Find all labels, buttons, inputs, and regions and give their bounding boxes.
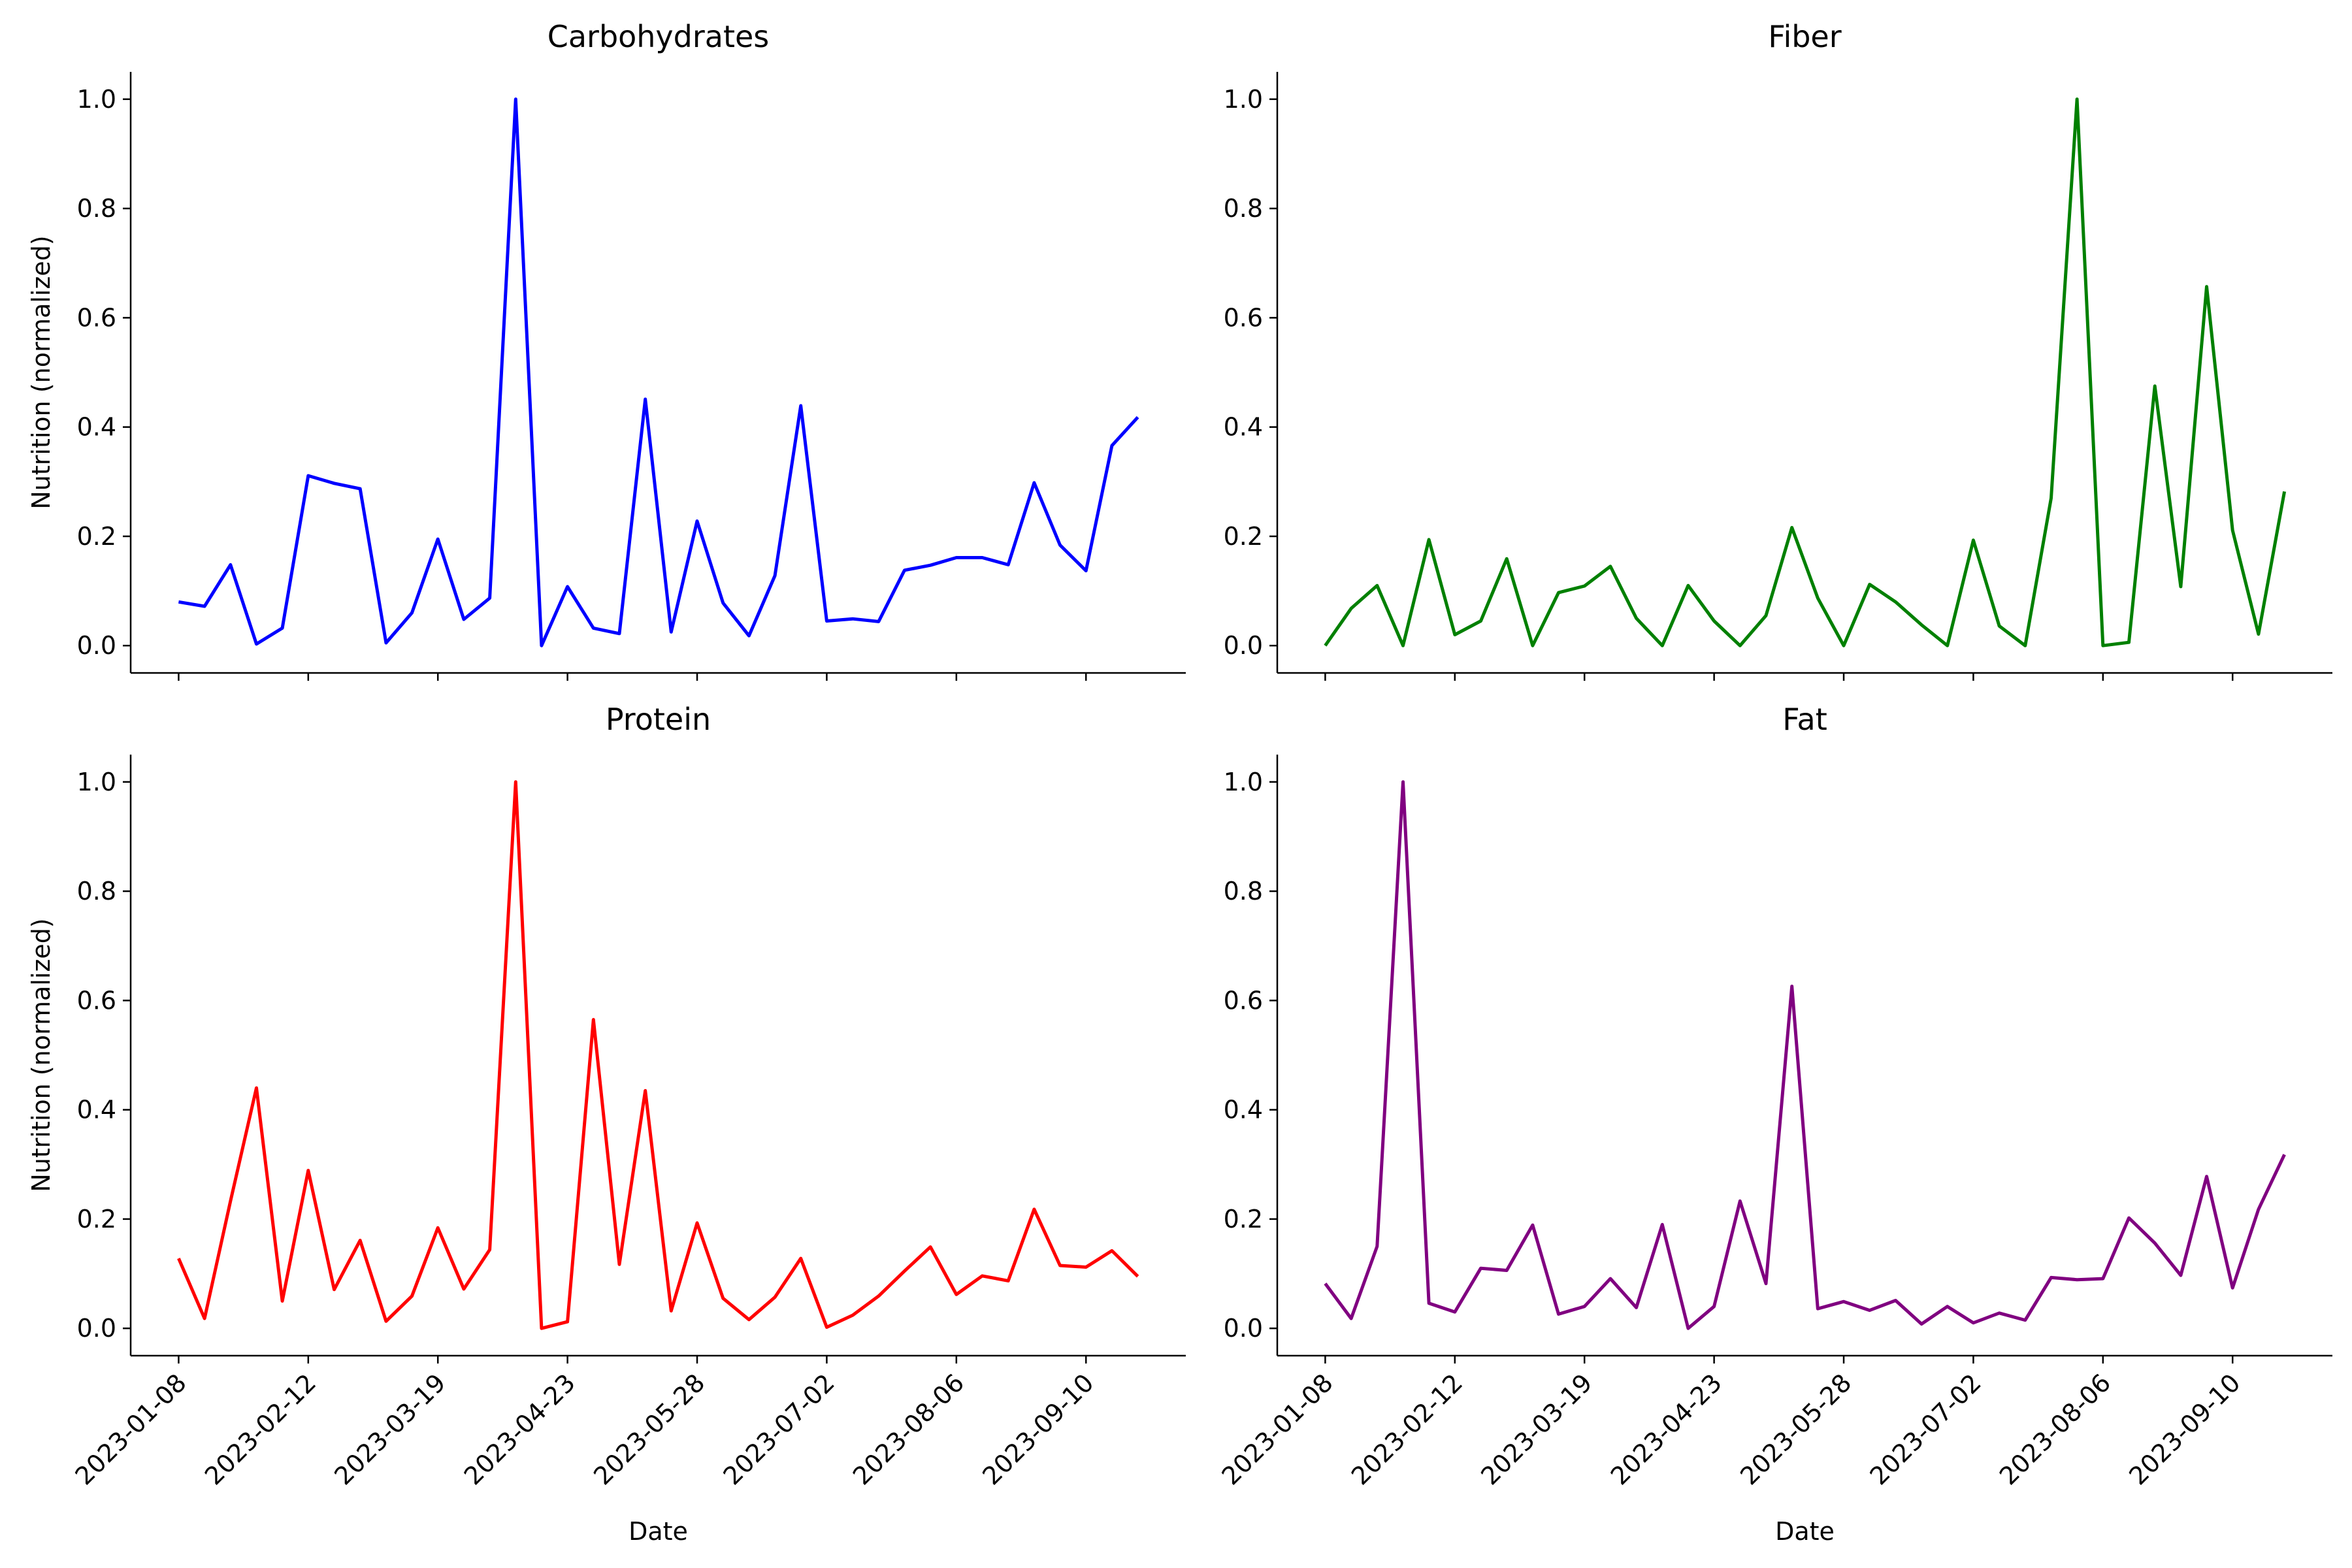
x-tick-label: 2023-04-23 <box>1605 1368 1727 1490</box>
y-tick-label: 0.2 <box>77 522 116 551</box>
y-tick-label: 0.2 <box>77 1205 116 1233</box>
x-axis-label: Date <box>629 1517 688 1546</box>
y-tick-label: 0.0 <box>77 1314 116 1343</box>
y-tick-label: 1.0 <box>1224 768 1263 796</box>
y-tick-label: 0.8 <box>1224 194 1263 223</box>
x-tick-label: 2023-09-10 <box>2123 1368 2246 1490</box>
y-tick-label: 0.0 <box>77 631 116 660</box>
series-line <box>1324 780 2286 1330</box>
x-tick-label: 2023-07-02 <box>718 1368 840 1490</box>
y-tick-label: 1.0 <box>1224 85 1263 114</box>
subplot-carbohydrates: 0.0 0.2 0.4 0.6 0.8 1.0 Carbohydrates Nutrition… <box>27 19 1186 681</box>
subplot-title: Carbohydrates <box>547 19 770 54</box>
x-tick-label: 2023-09-10 <box>977 1368 1099 1490</box>
x-tick-label: 2023-01-08 <box>70 1368 192 1490</box>
y-tick-label: 0.0 <box>1224 631 1263 660</box>
y-tick-label: 0.8 <box>1224 877 1263 906</box>
y-tick-label: 0.2 <box>1224 1205 1263 1233</box>
subplot-title: Protein <box>606 702 711 737</box>
series-line <box>1324 97 2287 647</box>
x-tick-label: 2023-02-12 <box>199 1368 321 1490</box>
y-tick-label: 0.4 <box>1224 413 1263 442</box>
x-tick-label: 2023-03-19 <box>1475 1368 1597 1490</box>
y-tick-label: 0.4 <box>77 413 116 442</box>
x-tick-label: 2023-08-06 <box>847 1368 970 1490</box>
x-tick-label: 2023-08-06 <box>1994 1368 2116 1490</box>
y-tick-label: 0.6 <box>77 303 116 332</box>
x-tick-label: 2023-04-23 <box>459 1368 581 1490</box>
y-axis-label: Nutrition (normalized) <box>27 918 56 1192</box>
y-tick-label: 1.0 <box>77 768 116 796</box>
y-axis-label: Nutrition (normalized) <box>27 235 56 509</box>
x-tick-label: 2023-02-12 <box>1346 1368 1468 1490</box>
x-tick-label: 2023-05-28 <box>588 1368 710 1490</box>
y-tick-label: 0.6 <box>77 986 116 1015</box>
y-tick-label: 0.8 <box>77 877 116 906</box>
x-tick-label: 2023-01-08 <box>1217 1368 1339 1490</box>
subplot-fiber: 0.0 0.2 0.4 0.6 0.8 1.0 Fiber <box>1224 19 2332 681</box>
subplot-title: Fiber <box>1768 19 1841 54</box>
x-axis-label: Date <box>1775 1517 1835 1546</box>
y-tick-label: 0.2 <box>1224 522 1263 551</box>
series-line <box>178 97 1139 647</box>
series-line <box>177 780 1139 1330</box>
y-tick-label: 0.0 <box>1224 1314 1263 1343</box>
y-tick-label: 0.8 <box>77 194 116 223</box>
x-tick-label: 2023-03-19 <box>329 1368 451 1490</box>
subplot-title: Fat <box>1782 702 1827 737</box>
x-tick-label: 2023-07-02 <box>1865 1368 1987 1490</box>
y-tick-label: 0.4 <box>77 1096 116 1124</box>
y-tick-label: 0.4 <box>1224 1096 1263 1124</box>
x-tick-label: 2023-05-28 <box>1735 1368 1857 1490</box>
y-tick-label: 1.0 <box>77 85 116 114</box>
y-tick-label: 0.6 <box>1224 303 1263 332</box>
y-tick-label: 0.6 <box>1224 986 1263 1015</box>
